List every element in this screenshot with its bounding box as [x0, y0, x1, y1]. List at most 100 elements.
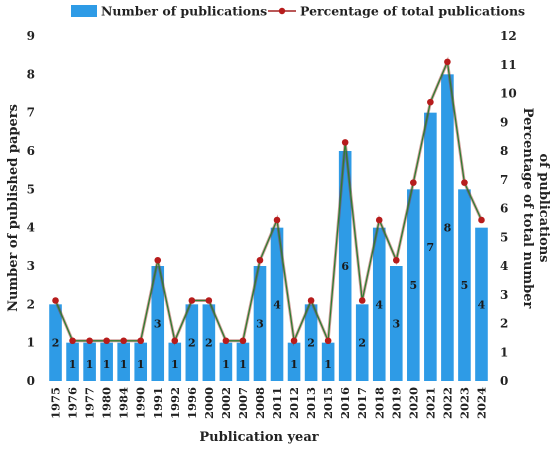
bar-value-label: 1 [290, 358, 298, 371]
bar [202, 304, 216, 381]
bar-value-label: 1 [69, 358, 77, 371]
line-point [392, 256, 400, 264]
line-point [171, 337, 179, 345]
x-tick-label: 1976 [66, 387, 80, 419]
y2-tick-label: 4 [500, 259, 508, 273]
line-point [103, 337, 110, 345]
line-point [86, 337, 93, 345]
line-point [324, 337, 332, 345]
x-tick-label: 2024 [474, 387, 488, 419]
line-point [52, 297, 59, 304]
y-tick-label: 6 [27, 144, 35, 158]
y2-tick-label: 7 [500, 173, 508, 187]
y2-axis-title-line2: of publications [536, 153, 550, 262]
y-tick-label: 8 [27, 67, 35, 81]
x-tick-label: 2011 [270, 387, 284, 419]
x-tick-label: 2002 [219, 387, 233, 419]
x-tick-label: 2013 [304, 387, 318, 419]
line-point [256, 256, 264, 264]
x-tick-label: 2021 [423, 387, 437, 419]
bar-value-label: 1 [120, 358, 128, 371]
bar-value-label: 4 [478, 298, 486, 311]
y2-tick-label: 1 [500, 345, 508, 359]
line-point [205, 297, 213, 304]
y2-tick-label: 10 [500, 87, 517, 101]
bar-value-label: 2 [307, 337, 315, 350]
x-tick-label: 1992 [168, 387, 182, 419]
y-tick-label: 3 [27, 259, 35, 273]
legend: Number of publications Percentage of tot… [71, 4, 525, 19]
bar-value-label: 3 [256, 318, 264, 331]
line-point [273, 216, 281, 224]
x-tick-label: 2020 [406, 387, 420, 419]
bar [253, 266, 267, 381]
y-tick-label: 4 [27, 221, 35, 235]
line-point [188, 297, 196, 304]
x-tick-label: 2007 [236, 387, 250, 419]
bar-value-label: 5 [461, 279, 469, 292]
line-point [239, 337, 247, 345]
y-tick-label: 1 [27, 336, 35, 350]
bar [66, 342, 79, 381]
x-axis-title: Publication year [199, 430, 318, 445]
line-point [137, 337, 145, 345]
bar [168, 342, 182, 381]
bar-value-label: 1 [239, 358, 247, 371]
bar-value-label: 1 [171, 358, 179, 371]
x-tick-label: 1980 [100, 387, 114, 419]
y2-tick-label: 11 [500, 58, 517, 72]
line-point [120, 337, 127, 345]
bar-value-label: 2 [52, 337, 60, 350]
bar-value-label: 2 [188, 337, 196, 350]
x-tick-label: 1977 [83, 387, 97, 419]
x-tick-label: 2022 [440, 387, 454, 419]
x-tick-label: 2019 [389, 387, 403, 419]
bar-value-label: 7 [427, 241, 435, 254]
line-point [427, 98, 434, 106]
line-point [461, 179, 468, 186]
x-tick-label: 2012 [287, 387, 301, 419]
bar-value-label: 4 [375, 298, 383, 311]
bar-value-label: 2 [205, 337, 213, 350]
y2-tick-label: 12 [500, 29, 517, 43]
y-tick-label: 0 [27, 374, 35, 388]
line-point [444, 58, 451, 66]
x-tick-label: 2018 [372, 387, 386, 419]
bar [151, 266, 165, 381]
y2-tick-label: 3 [500, 288, 508, 302]
bar [355, 304, 369, 381]
x-tick-label: 2023 [457, 387, 471, 419]
legend-bar-swatch [71, 5, 97, 17]
y2-tick-label: 0 [500, 374, 508, 388]
y2-tick-label: 5 [500, 230, 508, 244]
bar [236, 342, 250, 381]
line-point [154, 256, 162, 264]
x-tick-label: 2016 [338, 387, 352, 419]
legend-label-percentage: Percentage of total publications [300, 4, 525, 19]
bar [219, 342, 233, 381]
y2-tick-label: 8 [500, 144, 508, 158]
y2-tick-label: 9 [500, 115, 508, 129]
x-tick-label: 2017 [355, 387, 369, 419]
bar [407, 189, 420, 381]
bar [338, 151, 352, 381]
bar-value-label: 3 [392, 318, 400, 331]
bar [185, 304, 199, 381]
x-tick-label: 1996 [185, 387, 199, 419]
y2-axis-title-line1: Percentage of total number [520, 108, 535, 309]
bar [270, 227, 284, 381]
x-tick-label: 1990 [134, 387, 148, 419]
line-point [375, 216, 383, 224]
bar-value-label: 6 [341, 260, 349, 273]
x-tick-label: 1984 [117, 387, 131, 419]
bar-value-label: 1 [222, 358, 230, 371]
bar [475, 227, 488, 381]
bar [117, 342, 130, 381]
percentage-line-series [52, 56, 485, 347]
y-axis-title: Number of published papers [6, 104, 21, 312]
x-tick-label: 2000 [202, 387, 216, 419]
line-point [290, 337, 298, 345]
bar-value-label: 1 [137, 358, 145, 371]
x-tick-label: 1975 [49, 387, 63, 419]
